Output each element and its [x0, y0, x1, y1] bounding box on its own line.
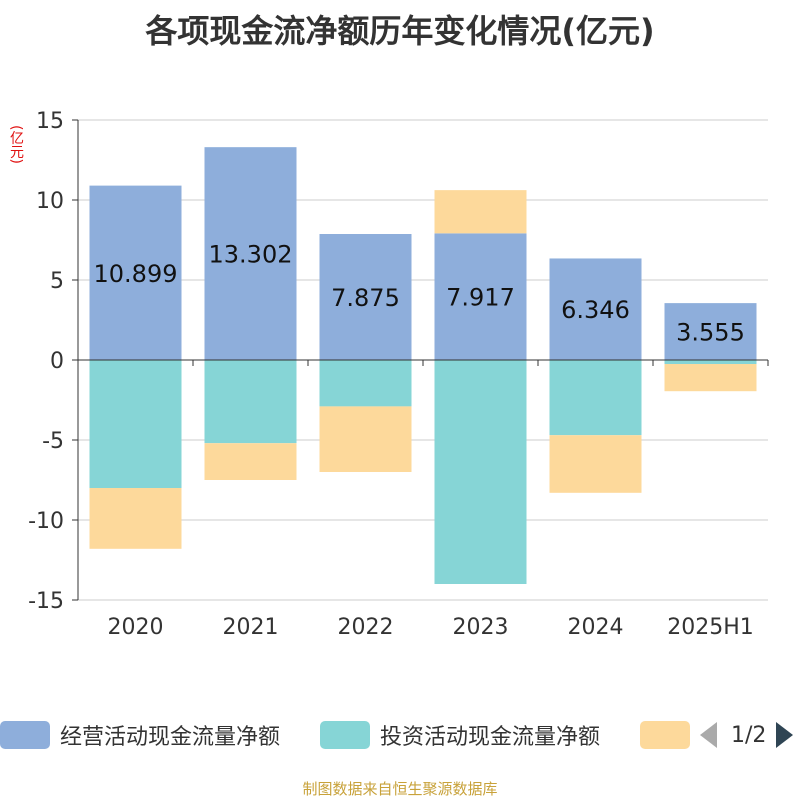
- bar-series-1: [434, 360, 527, 584]
- bar-series-1: [89, 360, 182, 488]
- data-label: 3.555: [676, 319, 745, 347]
- y-axis-unit-label: (亿元): [8, 125, 24, 164]
- y-tick-label: 15: [36, 109, 64, 134]
- bar-series-0: [434, 233, 527, 360]
- legend-swatch-0: [0, 721, 50, 749]
- legend-label-1: 投资活动现金流量净额: [380, 725, 601, 750]
- bar-series-2: [319, 406, 412, 472]
- bar-series-1: [549, 360, 642, 436]
- legend-label-0: 经营活动现金流量净额: [60, 725, 281, 750]
- y-tick-label: -15: [28, 589, 64, 614]
- bar-series-0: [204, 147, 297, 360]
- bar-series-0: [549, 258, 642, 360]
- bar-series-0: [89, 185, 182, 360]
- x-tick-label: 2025H1: [667, 615, 754, 640]
- bar-series-2: [434, 190, 527, 234]
- pager-next-icon[interactable]: [776, 722, 794, 748]
- data-label: 10.899: [94, 260, 178, 288]
- y-tick-label: 5: [50, 269, 64, 294]
- data-label: 7.875: [331, 284, 400, 312]
- data-source-note: 制图数据来自恒生聚源数据库: [302, 780, 498, 798]
- bar-series-0: [664, 303, 757, 360]
- legend-swatch-2: [640, 721, 690, 749]
- bar-series-2: [89, 488, 182, 549]
- legend-item-0[interactable]: 经营活动现金流量净额: [0, 718, 280, 752]
- pager-page-text: 1/2: [731, 722, 767, 748]
- bar-series-2: [664, 364, 757, 392]
- legend: 经营活动现金流量净额 投资活动现金流量净额 1/2: [0, 718, 800, 752]
- chart-title: 各项现金流净额历年变化情况(亿元): [145, 12, 655, 50]
- y-tick-label: -5: [42, 429, 64, 454]
- x-tick-label: 2024: [568, 615, 624, 640]
- legend-pager: 1/2: [700, 718, 794, 752]
- y-tick-label: -10: [28, 509, 64, 534]
- pager-prev-icon[interactable]: [700, 722, 717, 748]
- x-tick-label: 2023: [453, 615, 509, 640]
- bar-series-1: [664, 360, 757, 364]
- data-label: 13.302: [209, 241, 293, 269]
- bar-series-1: [319, 360, 412, 407]
- bar-series-0: [319, 234, 412, 360]
- y-tick-label: 0: [50, 349, 64, 374]
- legend-swatch-1: [320, 721, 370, 749]
- x-tick-label: 2020: [108, 615, 164, 640]
- data-label: 7.917: [446, 284, 515, 312]
- data-label: 6.346: [561, 296, 630, 324]
- x-tick-label: 2022: [338, 615, 394, 640]
- legend-item-1[interactable]: 投资活动现金流量净额: [320, 718, 600, 752]
- legend-item-2[interactable]: [640, 718, 700, 752]
- bar-series-1: [204, 360, 297, 444]
- y-tick-label: 10: [36, 189, 64, 214]
- stacked-bar-chart: 15 10 5 0 -5 -10 -15 10.899 13.302 7.875 7.917 6.34…: [28, 109, 769, 640]
- bar-series-2: [204, 443, 297, 480]
- x-tick-label: 2021: [223, 615, 279, 640]
- bar-series-2: [549, 435, 642, 493]
